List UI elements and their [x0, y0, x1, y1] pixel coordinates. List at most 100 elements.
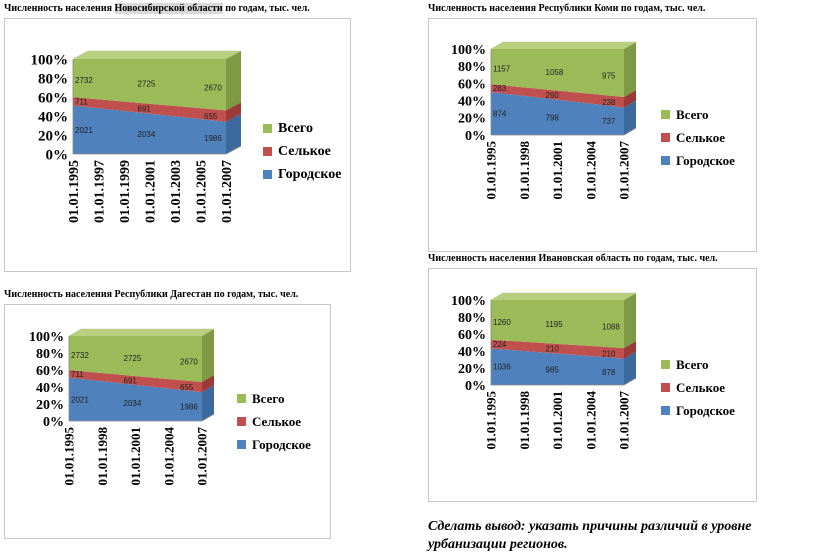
- chart-ivanovo: 0% 20% 40% 60% 80% 100% 01.01.1995 01.01.1998 01…: [428, 268, 757, 502]
- y-tick-label: 40%: [36, 381, 64, 396]
- area-urban: [73, 105, 241, 154]
- x-tick-label: 01.01.2004: [583, 391, 598, 450]
- chart-title-text: Численность населения: [4, 3, 115, 14]
- x-tick-label: 01.01.2007: [617, 141, 632, 200]
- legend-swatch: [661, 133, 670, 142]
- y-tick-label: 20%: [458, 362, 486, 377]
- legend-label: Всего: [676, 106, 709, 122]
- y-tick-label: 80%: [458, 60, 486, 75]
- legend-item-urban: Городское: [263, 163, 341, 186]
- y-tick-label: 0%: [465, 379, 486, 394]
- legend-swatch: [237, 394, 246, 403]
- chart-title-dagestan: Численность населения Республики Дагеста…: [4, 289, 298, 300]
- y-tick-label: 100%: [451, 43, 486, 58]
- area-face-rural: [69, 370, 202, 393]
- x-tick-label: 01.01.2001: [143, 160, 158, 223]
- data-label-total: 2732: [71, 351, 89, 360]
- area-face-rural: [491, 339, 624, 359]
- x-tick-label: 01.01.2001: [550, 141, 565, 200]
- y-tick-label: 100%: [29, 330, 64, 345]
- legend-swatch: [237, 440, 246, 449]
- x-tick-label: 01.01.1997: [92, 160, 107, 223]
- area-rural: [491, 339, 636, 359]
- y-tick-label: 60%: [458, 77, 486, 92]
- x-tick-label: 01.01.2005: [194, 160, 209, 223]
- area-face-urban: [73, 105, 226, 154]
- area-total: [69, 329, 214, 383]
- legend: Всего Селькое Городское: [661, 103, 735, 172]
- x-tick-label: 01.01.1998: [517, 391, 532, 450]
- area-rural: [69, 370, 214, 393]
- area-urban: [69, 377, 214, 421]
- legend-swatch: [661, 110, 670, 119]
- legend-swatch: [661, 156, 670, 165]
- legend-swatch: [661, 406, 670, 415]
- legend-label: Селькое: [676, 379, 726, 395]
- legend-label: Городское: [676, 152, 735, 168]
- legend-item-rural: Селькое: [661, 126, 735, 149]
- data-label-urban: 798: [546, 113, 560, 122]
- x-tick-label: 01.01.2004: [161, 427, 176, 486]
- legend-item-total: Всего: [237, 387, 311, 410]
- area-top-total: [491, 42, 636, 49]
- data-label-rural: 655: [204, 112, 218, 121]
- area-side-total: [624, 42, 636, 97]
- x-axis-depth: [201, 413, 215, 422]
- chart-svg: 0% 20% 40% 60% 80% 100% 01.01.1995 01.01.1998 01…: [29, 328, 215, 486]
- legend: Всего Селькое Городское: [263, 117, 341, 186]
- area-top-total: [491, 293, 636, 300]
- legend-swatch: [661, 360, 670, 369]
- area-face-urban: [491, 92, 624, 135]
- data-label-rural: 224: [493, 340, 507, 349]
- x-tick-label: 01.01.1999: [118, 160, 133, 223]
- legend-item-rural: Селькое: [263, 140, 341, 163]
- chart-title-novosibirsk: Численность населения Новосибирской обла…: [4, 3, 310, 14]
- data-label-total: 2670: [180, 357, 198, 366]
- x-tick-label: 01.01.1995: [484, 391, 499, 450]
- legend-item-rural: Селькое: [661, 376, 735, 399]
- legend-swatch: [263, 124, 272, 133]
- area-side-rural: [202, 375, 214, 393]
- chart-title-text: Численность населения Республики Дагеста…: [4, 289, 299, 300]
- legend-item-urban: Городское: [661, 399, 735, 422]
- legend: Всего Селькое Городское: [237, 387, 311, 456]
- chart-title-text: Численность населения Республики Коми по…: [428, 3, 706, 14]
- legend-label: Всего: [676, 356, 709, 372]
- area-face-total: [491, 300, 624, 349]
- data-label-rural: 655: [180, 383, 194, 392]
- x-axis-depth: [623, 377, 637, 386]
- chart-title-text: Численность населения Ивановская область…: [428, 253, 718, 264]
- chart-svg: 0% 20% 40% 60% 80% 100% 01.01.1995 01.01.1998 01…: [451, 292, 637, 450]
- legend-label: Селькое: [676, 129, 726, 145]
- legend-swatch: [661, 383, 670, 392]
- legend-label: Городское: [676, 402, 735, 418]
- data-label-total: 975: [602, 71, 616, 80]
- y-tick-label: 20%: [38, 128, 68, 144]
- chart-title-komi: Численность населения Республики Коми по…: [428, 3, 705, 14]
- chart-title-highlight: Новосибирской области: [114, 3, 223, 14]
- data-label-urban: 985: [546, 365, 560, 374]
- data-label-total: 1157: [493, 64, 511, 73]
- y-tick-label: 60%: [38, 90, 68, 106]
- area-face-total: [69, 336, 202, 383]
- legend-label: Селькое: [252, 413, 302, 429]
- x-tick-label: 01.01.1995: [62, 427, 77, 486]
- area-side-urban: [624, 100, 636, 135]
- y-tick-label: 20%: [458, 112, 486, 127]
- area-side-urban: [624, 351, 636, 385]
- data-label-rural: 691: [124, 376, 138, 385]
- data-label-rural: 711: [71, 370, 84, 379]
- data-label-total: 1088: [602, 322, 620, 331]
- data-label-urban: 1986: [204, 134, 222, 143]
- y-tick-label: 100%: [451, 294, 486, 309]
- x-tick-label: 01.01.1995: [484, 141, 499, 200]
- y-tick-label: 60%: [36, 364, 64, 379]
- legend-label: Всего: [278, 120, 313, 136]
- conclusion-text: Сделать вывод: указать причины различий …: [428, 519, 752, 552]
- data-label-urban: 737: [602, 117, 616, 126]
- area-side-rural: [226, 102, 241, 122]
- area-total: [491, 293, 636, 349]
- x-tick-label: 01.01.1995: [67, 160, 82, 223]
- y-tick-label: 100%: [31, 52, 69, 68]
- y-tick-label: 20%: [36, 398, 64, 413]
